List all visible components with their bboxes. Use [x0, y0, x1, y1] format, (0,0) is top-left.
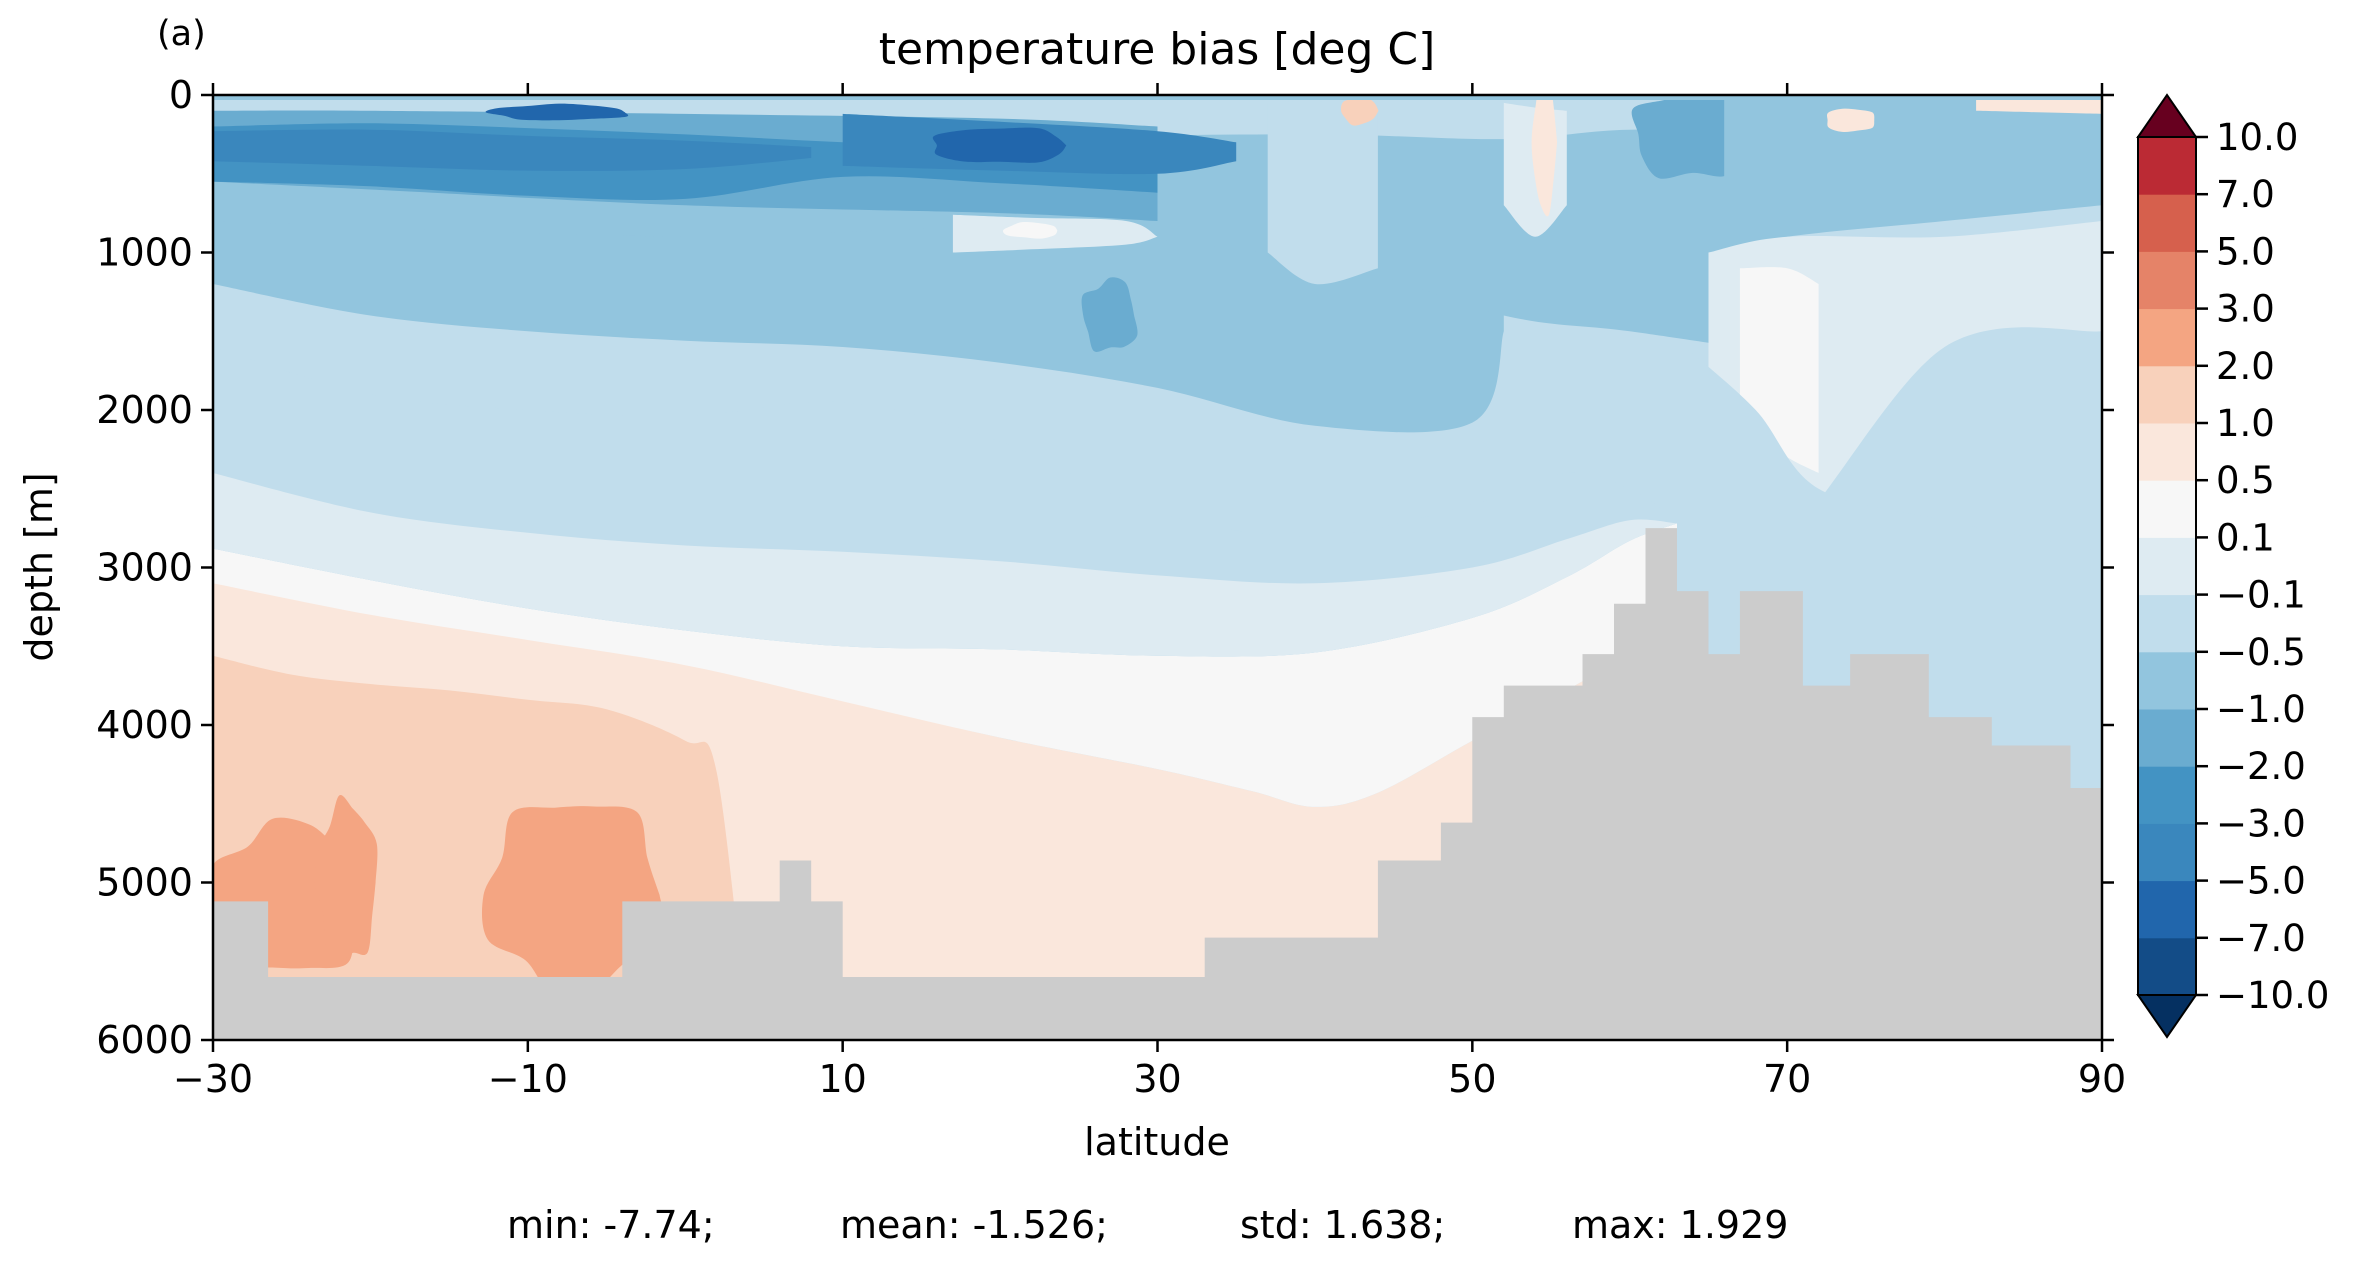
colorbar-segment [2138, 423, 2196, 481]
x-tick-label: −30 [173, 1057, 253, 1101]
y-axis: 0 1000 2000 3000 4000 5000 6000 [96, 73, 2114, 1062]
colorbar-tick-label: 0.1 [2216, 516, 2275, 559]
x-tick-label: 30 [1133, 1057, 1181, 1101]
stat-mean: mean: -1.526; [840, 1203, 1108, 1247]
colorbar-segment [2138, 937, 2196, 996]
colorbar: −10.0 −7.0 −5.0 −3.0 −2.0 −1.0 −0.5 −0.1 0.1 0.5 1… [2136, 93, 2329, 1039]
colorbar-tick-label: 2.0 [2216, 345, 2275, 388]
band-warm-1-2 [314, 794, 378, 962]
stat-std: std: 1.638; [1240, 1203, 1445, 1247]
stat-min: min: -7.74; [507, 1203, 715, 1247]
patch-55n-warm [1531, 95, 1558, 217]
band-arctic-upper [1724, 99, 2102, 253]
patch-white [1002, 221, 1058, 239]
colorbar-segment [2138, 651, 2196, 710]
patch-74n [1826, 108, 1875, 133]
y-tick-label: 0 [169, 73, 193, 117]
patch-43n-warm [1340, 96, 1379, 126]
band-minus-5-minus-7 [213, 129, 812, 171]
y-tick-label: 6000 [96, 1018, 193, 1062]
x-tick-label: −10 [488, 1057, 568, 1101]
colorbar-tick-label: 0.5 [2216, 459, 2275, 502]
stat-max: max: 1.929 [1572, 1203, 1788, 1247]
colorbar-segment [2138, 823, 2196, 882]
y-tick-label: 5000 [96, 861, 193, 905]
surface-stripe [213, 95, 2102, 100]
colorbar-segment [2138, 365, 2196, 424]
colorbar-segment [2138, 308, 2196, 367]
colorbar-tick-label: −0.5 [2216, 631, 2306, 674]
colorbar-segment [2138, 594, 2196, 653]
colorbar-segment [2138, 537, 2196, 596]
y-axis-label: depth [m] [17, 472, 61, 661]
patch-65n [1631, 95, 1749, 179]
band-arctic-surface [1976, 99, 2102, 114]
y-tick-label: 4000 [96, 703, 193, 747]
colorbar-segment [2138, 880, 2196, 939]
bathymetry-land-mask [213, 528, 2102, 1040]
band--0.1_0.1 [213, 523, 1677, 807]
colorbar-segment [2138, 480, 2196, 538]
colorbar-tick-label: −3.0 [2216, 802, 2306, 845]
colorbar-tick-label: −5.0 [2216, 860, 2306, 903]
colorbar-frame [2137, 136, 2197, 996]
patch-minus-2-minus-3 [1081, 277, 1138, 352]
plot-area [213, 95, 2102, 1040]
colorbar-tick-label: 5.0 [2216, 230, 2275, 273]
colorbar-tick-label: 1.0 [2216, 402, 2275, 445]
colorbar-segment [2138, 709, 2196, 767]
colorbar-segment [2138, 251, 2196, 310]
colorbar-tick-label: −2.0 [2216, 745, 2306, 788]
y-tick-label: 1000 [96, 231, 193, 275]
colorbar-tick-label: −0.1 [2216, 574, 2306, 617]
x-axis: −30 −10 10 30 50 70 90 [173, 83, 2126, 1101]
x-tick-label: 70 [1763, 1057, 1811, 1101]
colorbar-segment [2138, 194, 2196, 252]
colorbar-segment [2138, 766, 2196, 824]
colorbar-tick-label: 3.0 [2216, 288, 2275, 331]
patch-45n [1267, 101, 1378, 285]
band-minus-7-minus-10 [485, 103, 629, 121]
colorbar-tick-label: 7.0 [2216, 173, 2275, 216]
panel-label: (a) [157, 14, 206, 54]
x-tick-label: 10 [818, 1057, 866, 1101]
statistics-footer: min: -7.74; mean: -1.526; std: 1.638; ma… [507, 1203, 1788, 1247]
x-axis-label: latitude [1084, 1120, 1230, 1164]
colorbar-extend-max [2136, 93, 2198, 138]
colorbar-tick-label: −10.0 [2216, 974, 2329, 1017]
x-tick-label: 90 [2078, 1057, 2126, 1101]
band-warm-1-2 [481, 806, 668, 998]
y-tick-label: 3000 [96, 546, 193, 590]
colorbar-tick-label: −7.0 [2216, 917, 2306, 960]
x-tick-label: 50 [1448, 1057, 1496, 1101]
band--0.5_-0.1 [213, 473, 1677, 657]
band-minus-7-minus-10 [932, 127, 1067, 163]
colorbar-tick-label: 10.0 [2216, 116, 2298, 159]
colorbar-tick-label: −1.0 [2216, 688, 2306, 731]
chart-title: temperature bias [deg C] [879, 24, 1436, 75]
y-tick-label: 2000 [96, 388, 193, 432]
colorbar-segment [2138, 137, 2196, 195]
colorbar-extend-min [2136, 994, 2198, 1039]
